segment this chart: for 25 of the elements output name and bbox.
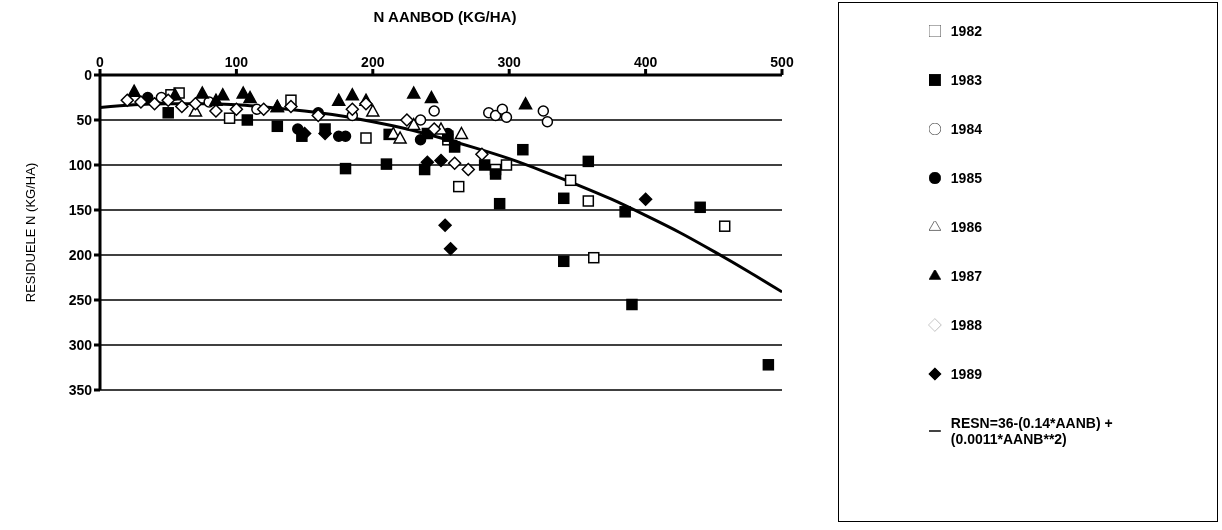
y-tick-label: 0: [84, 66, 93, 83]
x-tick-label: 400: [633, 54, 658, 70]
legend-label: 1982: [950, 23, 983, 39]
y-tick-label: 300: [68, 336, 93, 353]
x-tick-label: 100: [224, 54, 249, 70]
y-axis-title: RESIDUELE N (KG/HA): [22, 162, 38, 303]
legend-label: 1987: [950, 268, 983, 284]
x-tick-label: 200: [361, 54, 385, 70]
y-tick-label: 50: [76, 111, 93, 128]
x-tick-label: 500: [770, 54, 794, 70]
legend-label: 1985: [950, 170, 983, 186]
x-axis-title: N AANBOD (KG/HA): [372, 8, 518, 25]
legend-label: 1986: [950, 219, 983, 235]
x-tick-label: 0: [96, 54, 105, 70]
y-tick-label: 100: [68, 156, 93, 173]
legend-label: 1984: [950, 121, 983, 137]
legend-label: 1983: [950, 72, 983, 88]
y-tick-label: 250: [68, 291, 93, 308]
legend-label: 1988: [950, 317, 983, 333]
x-tick-label: 300: [497, 54, 522, 70]
y-tick-label: 150: [68, 201, 93, 218]
legend-label: RESN=36-(0.14*AANB) + (0.0011*AANB**2): [950, 415, 1114, 447]
y-tick-label: 350: [68, 381, 93, 398]
legend-label: 1989: [950, 366, 983, 382]
y-tick-label: 200: [68, 246, 93, 263]
